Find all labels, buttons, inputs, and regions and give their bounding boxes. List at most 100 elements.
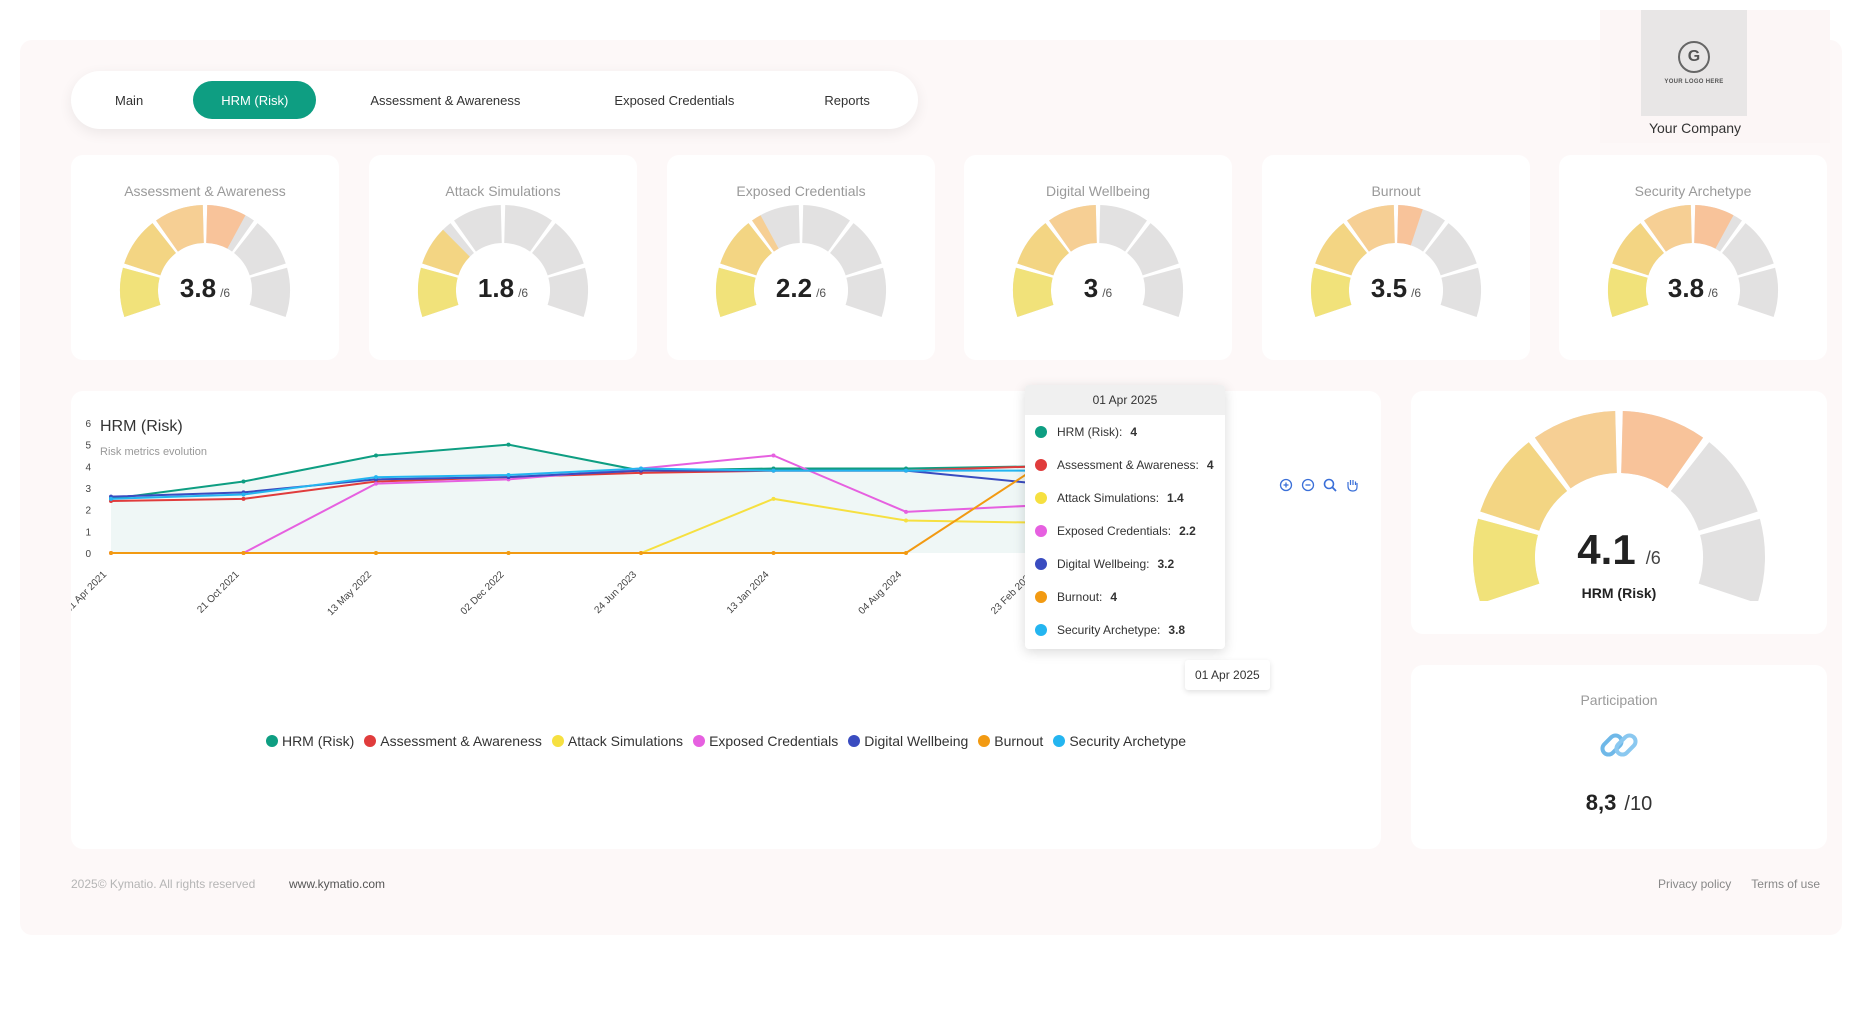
chart-toolbar <box>1277 476 1361 494</box>
tooltip-series-label: HRM (Risk): <box>1057 424 1123 439</box>
company-name: Your Company <box>1648 120 1742 136</box>
zoom-out-icon[interactable] <box>1299 476 1317 494</box>
gauge-segment <box>1737 267 1778 317</box>
tooltip-series-value: 3.8 <box>1168 622 1186 637</box>
gauge-segment <box>752 205 800 252</box>
participation-value: 8,3 <box>1585 790 1617 815</box>
series-point <box>506 442 511 447</box>
gauge-value: 3.5 <box>1370 273 1408 303</box>
legend-item[interactable]: Attack Simulations <box>551 733 684 749</box>
hrm-gauge-segment <box>1698 518 1765 601</box>
tooltip-series-value: 2.2 <box>1179 523 1196 538</box>
privacy-policy-link[interactable]: Privacy policy <box>1657 877 1732 891</box>
tooltip-series-dot <box>1035 425 1047 438</box>
gauge-max: /6 <box>220 286 231 300</box>
link-icon <box>1597 723 1641 772</box>
gauge-title: Attack Simulations <box>445 183 561 199</box>
gauge-card: Attack Simulations 1.8/6 <box>369 155 637 360</box>
footer-links: Privacy policy Terms of use <box>1658 877 1820 891</box>
series-point <box>506 473 511 477</box>
tooltip-series-dot <box>1035 590 1047 603</box>
legend-label: Attack Simulations <box>567 733 684 749</box>
legend-label: Burnout <box>994 733 1044 749</box>
gauge-segment <box>802 205 850 252</box>
y-tick-label: 1 <box>85 527 91 538</box>
series-point <box>109 551 113 555</box>
gauge-card: Security Archetype 3.8/6 <box>1559 155 1827 360</box>
legend-item[interactable]: HRM (Risk) <box>265 733 354 749</box>
hrm-gauge-max: /6 <box>1645 548 1661 568</box>
chart-legend: HRM (Risk) Assessment & Awareness Attack S… <box>71 733 1381 749</box>
series-area <box>111 444 1171 553</box>
tab-assessment-awareness[interactable]: Assessment & Awareness <box>370 92 521 108</box>
gauge-title: Digital Wellbeing <box>1045 183 1150 199</box>
y-tick-label: 2 <box>85 506 91 517</box>
series-point <box>241 479 246 484</box>
copyright-text: 2025© Kymatio. All rights reserved <box>71 877 256 891</box>
tooltip-row: Assessment & Awareness: 4 <box>1025 448 1225 481</box>
gauge-card: Assessment & Awareness 3.8/6 <box>71 155 339 360</box>
gauge-value-wrap: 3.5/6 <box>1262 273 1530 304</box>
main-nav: Main HRM (Risk) Assessment & Awareness E… <box>71 71 918 129</box>
magnifier-icon[interactable] <box>1321 476 1339 494</box>
hrm-gauge-label: HRM (Risk) <box>1581 585 1657 601</box>
gauge-title: Assessment & Awareness <box>124 183 286 199</box>
gauge-card: Burnout 3.5/6 <box>1262 155 1530 360</box>
gauge-segment <box>234 223 286 276</box>
legend-label: Security Archetype <box>1069 733 1187 749</box>
x-axis-tooltip: 01 Apr 2025 <box>1185 660 1270 690</box>
tooltip-row: HRM (Risk): 4 <box>1025 415 1225 448</box>
tab-main[interactable]: Main <box>115 92 144 108</box>
tab-hrm-risk[interactable]: HRM (Risk) <box>193 81 317 119</box>
gauge-chart <box>716 205 886 317</box>
legend-item[interactable]: Assessment & Awareness <box>364 733 542 749</box>
series-point <box>374 551 378 555</box>
y-tick-label: 4 <box>85 462 91 473</box>
tooltip-series-dot <box>1035 524 1047 537</box>
tooltip-series-label: Assessment & Awareness: <box>1057 457 1199 472</box>
series-point <box>771 453 776 458</box>
legend-item[interactable]: Exposed Credentials <box>693 733 838 749</box>
logo-mark-icon: G <box>1678 41 1710 73</box>
tooltip-series-label: Burnout: <box>1057 589 1103 604</box>
series-point <box>241 496 246 501</box>
gauge-segment <box>830 223 882 276</box>
tab-exposed-credentials[interactable]: Exposed Credentials <box>614 92 735 108</box>
gauge-fill <box>418 267 459 317</box>
tooltip-row: Burnout: 4 <box>1025 580 1225 613</box>
series-point <box>904 551 908 555</box>
gauge-segment <box>1722 223 1774 276</box>
tooltip-row: Exposed Credentials: 2.2 <box>1025 514 1225 547</box>
participation-max: /10 <box>1624 793 1653 815</box>
y-tick-label: 0 <box>85 549 91 560</box>
legend-item[interactable]: Security Archetype <box>1053 733 1186 749</box>
series-point <box>241 492 246 497</box>
website-link[interactable]: www.kymatio.com <box>289 877 386 891</box>
tooltip-series-value: 3.2 <box>1157 556 1175 571</box>
gauge-segment <box>249 267 290 317</box>
legend-item[interactable]: Digital Wellbeing <box>848 733 968 749</box>
gauge-value: 3 <box>1083 273 1099 303</box>
tooltip-row: Security Archetype: 3.8 <box>1025 613 1225 646</box>
pan-hand-icon[interactable] <box>1343 476 1361 494</box>
tooltip-series-label: Attack Simulations: <box>1057 490 1160 505</box>
gauge-fill <box>752 215 779 252</box>
gauge-fill <box>1694 205 1734 249</box>
x-tick-label: 13 Jan 2024 <box>725 569 772 616</box>
tooltip-series-value: 4 <box>1206 457 1214 472</box>
hrm-gauge-value-wrap: 4.1/6 <box>1411 526 1827 574</box>
tooltip-series-dot <box>1035 458 1047 471</box>
y-tick-label: 3 <box>85 484 91 495</box>
legend-label: Assessment & Awareness <box>380 733 542 749</box>
gauge-fill <box>1612 223 1664 276</box>
participation-title: Participation <box>1580 692 1658 708</box>
tab-reports[interactable]: Reports <box>824 92 870 108</box>
legend-item[interactable]: Burnout <box>978 733 1043 749</box>
zoom-in-icon[interactable] <box>1277 476 1295 494</box>
terms-of-use-link[interactable]: Terms of use <box>1751 877 1820 891</box>
legend-dot <box>978 735 991 747</box>
legend-dot <box>551 735 564 747</box>
gauge-value: 1.8 <box>477 273 515 303</box>
gauge-value-wrap: 2.2/6 <box>667 273 935 304</box>
participation-value-wrap: 8,3/10 <box>1411 790 1827 816</box>
